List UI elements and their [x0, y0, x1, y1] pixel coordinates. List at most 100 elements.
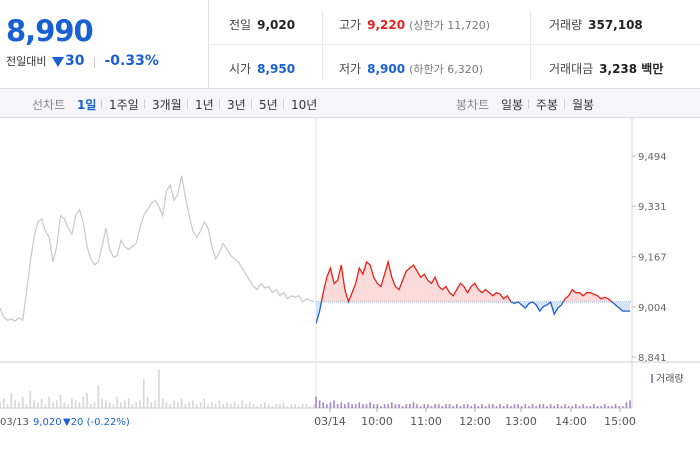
tab-daily-candle[interactable]: 일봉	[501, 98, 524, 112]
y-tick-label: 9,494	[638, 152, 667, 163]
tab-3year[interactable]: 3년	[227, 98, 246, 112]
volume-bar	[477, 406, 480, 408]
volume-bar	[535, 406, 537, 408]
volume-bar	[481, 404, 483, 408]
tab-monthly-candle[interactable]: 월봉	[572, 98, 595, 112]
volume-bar	[611, 406, 613, 408]
y-tick-label: 9,331	[638, 202, 667, 213]
tab-3month[interactable]: 3개월	[152, 98, 182, 112]
candle-chart-label: 봉차트	[456, 98, 490, 112]
volume-bar	[354, 404, 357, 408]
volume-bar	[520, 406, 523, 408]
tab-weekly-candle[interactable]: 주봉	[536, 98, 559, 112]
volume-bar	[86, 392, 88, 408]
volume-bar	[614, 404, 617, 408]
volume-bar	[621, 406, 624, 408]
volume-bar	[25, 404, 28, 408]
stat-trade-amount: 거래대금 3,238 백만	[549, 60, 663, 77]
volume-bar	[173, 400, 175, 408]
volume-bar	[29, 390, 32, 408]
price-change: 전일대비 30 -0.33%	[6, 53, 159, 69]
volume-bar	[63, 402, 66, 408]
volume-bar	[241, 400, 243, 408]
volume-bar	[549, 404, 552, 408]
x-tick-label: 03/14	[314, 415, 346, 428]
volume-bar	[575, 404, 577, 408]
volume-bar	[401, 406, 404, 408]
prev-day-close: 9,020	[33, 417, 62, 428]
lower-limit: (하한가 6,320)	[409, 63, 483, 76]
volume-bar	[233, 402, 236, 408]
volume-bar	[578, 406, 581, 408]
volume-bar	[553, 406, 556, 408]
volume-bar	[567, 406, 570, 408]
volume-bar	[203, 398, 206, 408]
volume-bar	[455, 404, 458, 408]
volume-bar	[264, 402, 266, 408]
volume-bar	[322, 402, 325, 408]
volume-bar	[437, 404, 440, 408]
volume-bar	[267, 404, 270, 408]
volume-bar	[448, 404, 451, 408]
volume-bar	[351, 404, 353, 408]
volume-bar	[305, 404, 308, 408]
tab-10year[interactable]: 10년	[291, 98, 318, 112]
volume-bar	[585, 406, 588, 408]
volume-bar	[290, 404, 293, 408]
volume-bar	[222, 404, 225, 408]
volume-bar	[488, 404, 491, 408]
volume-bar	[557, 404, 559, 408]
divider	[219, 99, 220, 109]
volume-bar	[298, 406, 300, 408]
volume-bar	[135, 402, 137, 408]
tab-1year[interactable]: 1년	[195, 98, 214, 112]
volume-bar	[445, 404, 447, 408]
volume-bar	[192, 400, 194, 408]
stat-volume: 거래량 357,108	[549, 16, 643, 33]
divider	[93, 56, 95, 68]
volume-bar	[82, 396, 85, 408]
volume-bar	[116, 396, 119, 408]
price-area-up	[316, 261, 630, 302]
today-price-line-up	[320, 259, 613, 302]
volume-bar	[463, 404, 465, 408]
volume-bar	[582, 404, 584, 408]
tab-1day[interactable]: 1일	[77, 98, 97, 112]
volume-bar	[618, 406, 620, 408]
volume-bar	[412, 402, 415, 408]
tab-1week[interactable]: 1주일	[109, 98, 139, 112]
volume-bar	[18, 402, 20, 408]
volume-legend-swatch	[651, 374, 653, 383]
volume-bar	[154, 400, 156, 408]
stat-high: 고가 9,220 (상한가 11,720)	[339, 16, 490, 33]
volume-bar	[309, 406, 312, 408]
volume-bar	[101, 398, 103, 408]
volume-bar	[423, 404, 426, 408]
tab-5year[interactable]: 5년	[259, 98, 278, 112]
volume-bar	[226, 402, 228, 408]
stat-label: 시가	[229, 62, 252, 76]
volume-bar	[427, 404, 429, 408]
volume-bar	[6, 404, 9, 408]
volume-bar	[275, 404, 277, 408]
volume-bar	[329, 402, 332, 408]
x-tick-label: 11:00	[410, 415, 442, 428]
volume-bar	[430, 406, 433, 408]
change-value: 30	[64, 53, 85, 69]
volume-bar	[495, 406, 498, 408]
volume-bar	[120, 402, 122, 408]
volume-bar	[502, 406, 505, 408]
volume-bar	[344, 404, 346, 408]
volume-bar	[452, 406, 454, 408]
volume-bar	[301, 404, 304, 408]
y-tick-label: 8,841	[638, 353, 667, 364]
volume-bar	[376, 404, 379, 408]
stat-open: 시가 8,950	[229, 60, 295, 77]
intraday-price-chart: 9,494 9,331 9,167 9,004 8,841 거래량 03/14 10:00 11…	[0, 118, 700, 428]
volume-bar	[358, 402, 361, 408]
volume-bar	[336, 404, 339, 408]
volume-bar	[33, 400, 35, 408]
stat-value: 9,220	[367, 18, 406, 32]
current-price-box: 8,990 전일대비 30 -0.33%	[0, 0, 209, 88]
volume-bar	[510, 406, 512, 408]
